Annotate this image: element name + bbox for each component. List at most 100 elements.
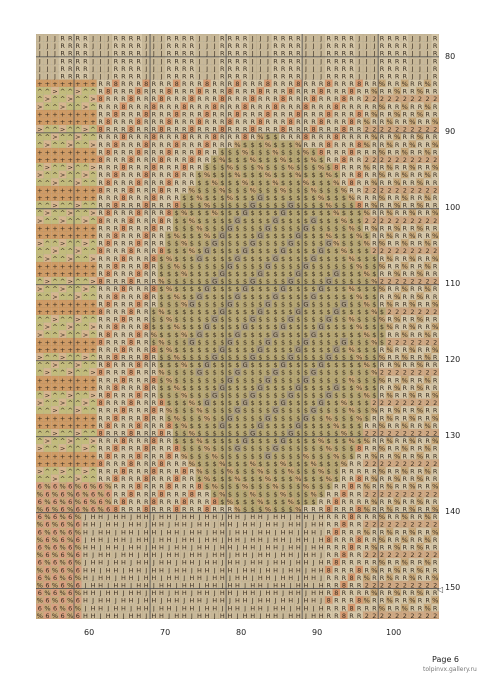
svg-text:R: R [167,50,172,58]
svg-text:J: J [357,57,360,65]
svg-text:R: R [182,65,187,73]
svg-text:R: R [76,72,81,80]
svg-text:J: J [304,57,307,65]
svg-text:J: J [266,50,269,58]
row-label-120: 120 [445,355,460,364]
svg-text:R: R [68,65,73,73]
svg-text:J: J [205,72,208,80]
svg-text:R: R [326,57,331,65]
svg-text:R: R [190,50,195,58]
svg-text:R: R [281,65,286,73]
svg-text:J: J [312,50,315,58]
svg-text:R: R [326,50,331,58]
svg-text:R: R [174,72,179,80]
svg-text:J: J [418,65,421,73]
svg-text:J: J [304,50,307,58]
svg-text:J: J [213,65,216,73]
svg-text:R: R [235,42,240,50]
svg-text:J: J [312,65,315,73]
svg-text:R: R [174,42,179,50]
row-label-100: 100 [445,203,460,212]
svg-text:R: R [121,50,126,58]
svg-text:J: J [144,34,147,42]
svg-text:J: J [426,34,429,42]
svg-text:J: J [372,65,375,73]
svg-text:R: R [129,65,134,73]
svg-text:J: J [198,34,201,42]
svg-text:J: J [45,42,48,50]
svg-text:R: R [326,34,331,42]
svg-text:J: J [53,50,56,58]
svg-text:J: J [106,57,109,65]
svg-text:R: R [228,57,233,65]
svg-text:J: J [418,57,421,65]
svg-text:J: J [38,57,41,65]
svg-text:J: J [258,34,261,42]
svg-text:J: J [410,50,413,58]
svg-text:R: R [433,57,438,65]
svg-text:R: R [288,50,293,58]
svg-text:J: J [53,65,56,73]
svg-text:R: R [220,34,225,42]
svg-text:R: R [243,72,248,80]
svg-text:J: J [106,72,109,80]
svg-text:J: J [198,42,201,50]
watermark: tolpinvx.gallery.ru [423,666,477,673]
svg-text:J: J [251,50,254,58]
svg-text:R: R [76,50,81,58]
svg-text:J: J [144,72,147,80]
svg-text:J: J [357,42,360,50]
svg-text:J: J [312,34,315,42]
svg-text:R: R [136,42,141,50]
svg-text:J: J [159,34,162,42]
svg-text:R: R [403,65,408,73]
svg-text:R: R [190,34,195,42]
svg-text:J: J [45,34,48,42]
svg-text:R: R [121,34,126,42]
svg-text:R: R [167,57,172,65]
svg-text:J: J [99,34,102,42]
svg-text:R: R [220,65,225,73]
svg-text:R: R [228,65,233,73]
svg-text:R: R [380,42,385,50]
svg-text:J: J [198,65,201,73]
svg-text:R: R [235,34,240,42]
svg-text:R: R [220,42,225,50]
svg-text:R: R [235,65,240,73]
svg-text:J: J [319,57,322,65]
svg-text:J: J [159,42,162,50]
svg-text:R: R [136,50,141,58]
svg-text:R: R [281,57,286,65]
svg-text:J: J [159,50,162,58]
col-label-100: 100 [386,628,401,637]
svg-text:J: J [159,72,162,80]
svg-text:R: R [76,34,81,42]
svg-text:J: J [266,72,269,80]
row-label-140: 140 [445,507,460,516]
svg-text:R: R [296,65,301,73]
svg-text:J: J [205,57,208,65]
svg-text:R: R [228,42,233,50]
svg-text:R: R [235,57,240,65]
svg-text:R: R [76,65,81,73]
row-label-130: 130 [445,431,460,440]
svg-text:J: J [357,65,360,73]
svg-text:J: J [91,65,94,73]
svg-text:J: J [372,42,375,50]
svg-text:R: R [114,50,119,58]
svg-text:R: R [114,65,119,73]
svg-text:R: R [114,57,119,65]
svg-text:J: J [198,57,201,65]
svg-text:R: R [288,42,293,50]
svg-text:J: J [99,42,102,50]
svg-text:R: R [281,50,286,58]
svg-text:J: J [38,34,41,42]
svg-text:R: R [83,42,88,50]
svg-text:J: J [372,34,375,42]
svg-text:R: R [182,50,187,58]
svg-text:J: J [99,57,102,65]
svg-text:J: J [144,42,147,50]
svg-text:R: R [167,34,172,42]
svg-text:R: R [68,42,73,50]
svg-text:R: R [433,34,438,42]
